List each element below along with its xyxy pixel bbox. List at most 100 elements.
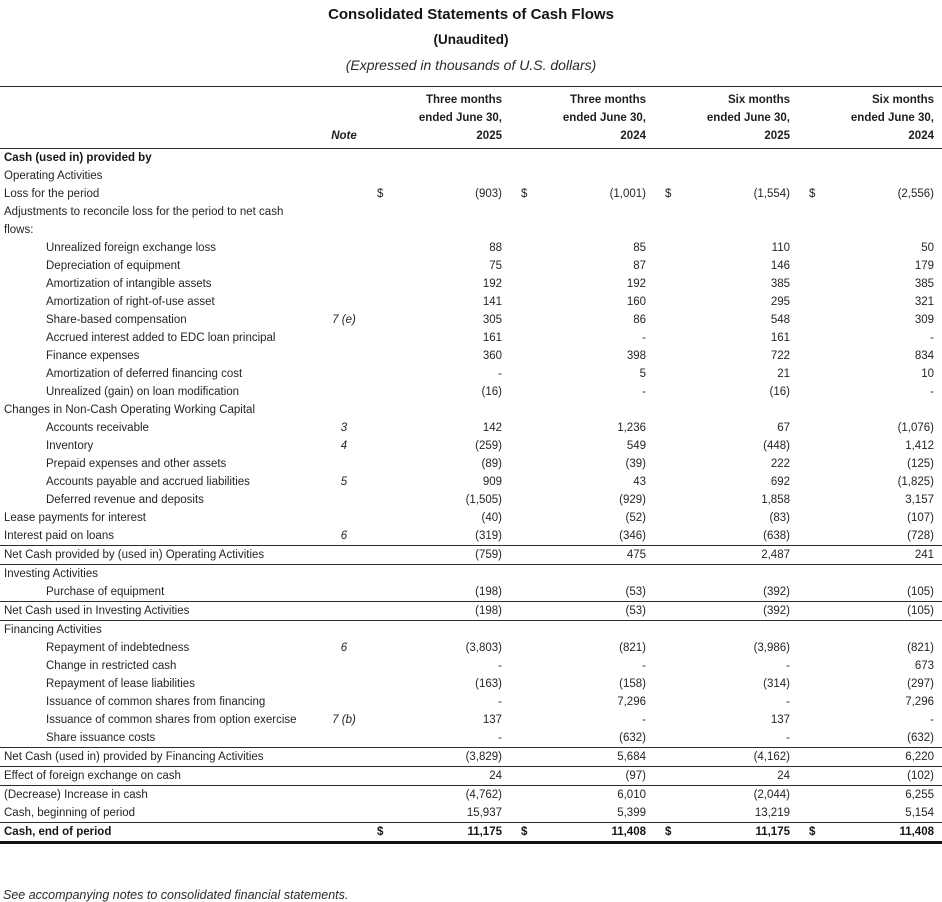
row-label: Share-based compensation: [46, 314, 187, 326]
row-label: Effect of foreign exchange on cash: [0, 766, 322, 786]
value-cell: (632): [824, 729, 942, 748]
table-row: Investing Activities: [0, 565, 942, 584]
period-column-header-h1-2025: Six months ended June 30, 2025: [680, 86, 798, 149]
dollar-sign-cell: [798, 311, 824, 329]
value-cell: (107): [907, 512, 934, 524]
value-cell: 241: [824, 545, 942, 565]
table-row: Repayment of lease liabilities (163) (158)…: [0, 675, 942, 693]
value-cell: [680, 621, 798, 640]
dollar-sign-cell: [654, 203, 680, 221]
dollar-sign-cell: $: [798, 822, 824, 844]
value-cell: (3,986): [753, 642, 790, 654]
dollar-sign-cell: [798, 747, 824, 767]
row-label: Purchase of equipment: [0, 583, 322, 602]
value-cell: (16): [769, 386, 790, 398]
dollar-sign-cell: [510, 437, 536, 455]
value-cell: [536, 167, 654, 185]
row-label: Investing Activities: [4, 568, 98, 580]
dollar-sign-cell: [798, 657, 824, 675]
dollar-sign-cell: [654, 365, 680, 383]
value-cell: 10: [921, 368, 934, 380]
table-row: Adjustments to reconcile loss for the pe…: [0, 203, 942, 221]
dollar-sign-cell: [654, 329, 680, 347]
dollar-sign-cell: [654, 601, 680, 621]
period-column-header-q2-2025: Three months ended June 30, 2025: [392, 86, 510, 149]
note-reference-cell: [322, 203, 366, 221]
table-row: Operating Activities: [0, 167, 942, 185]
dollar-sign-cell: [366, 491, 392, 509]
note-reference-cell: [322, 565, 366, 584]
dollar-sign-cell: [654, 167, 680, 185]
dollar-sign-cell: $: [809, 188, 816, 200]
value-cell: 385: [770, 278, 790, 290]
spacer-header: [654, 86, 680, 149]
dollar-sign-cell: [798, 711, 824, 729]
dollar-sign-cell: [798, 455, 824, 473]
row-label: Repayment of lease liabilities: [46, 678, 195, 690]
value-cell: [536, 221, 654, 239]
row-label: Accounts receivable: [46, 422, 149, 434]
value-cell: -: [680, 729, 798, 748]
dollar-sign-cell: [654, 293, 680, 311]
dollar-sign-cell: [798, 675, 824, 693]
table-body: Cash (used in) provided by Operating Acti…: [0, 149, 942, 844]
value-cell: 475: [536, 545, 654, 565]
dollar-sign-cell: [366, 766, 392, 786]
note-reference-cell: [322, 729, 366, 748]
row-label: Financing Activities: [4, 624, 102, 636]
dollar-sign-cell: $: [665, 188, 672, 200]
row-label: Prepaid expenses and other assets: [46, 458, 227, 470]
dollar-sign-cell: [654, 401, 680, 419]
dollar-sign-cell: [366, 167, 392, 185]
dollar-sign-cell: [798, 203, 824, 221]
dollar-sign-cell: [654, 747, 680, 767]
dollar-sign-cell: [510, 257, 536, 275]
table-row: Net Cash used in Investing Activities (19…: [0, 601, 942, 621]
value-cell: (125): [907, 458, 934, 470]
dollar-sign-cell: [366, 545, 392, 565]
value-cell: 160: [626, 296, 646, 308]
dollar-sign-cell: [654, 583, 680, 602]
dollar-sign-cell: [366, 509, 392, 527]
value-cell: 141: [482, 296, 502, 308]
dollar-sign-cell: [366, 419, 392, 437]
value-cell: (198): [392, 601, 510, 621]
table-row: Issuance of common shares from financing…: [0, 693, 942, 711]
dollar-sign-cell: [798, 275, 824, 293]
table-row: Changes in Non-Cash Operating Working Ca…: [0, 401, 942, 419]
value-cell: 549: [626, 440, 646, 452]
value-cell: 692: [770, 476, 790, 488]
value-cell: [680, 401, 798, 419]
table-row: Cash, end of period $11,175 $11,408 $11,175…: [0, 822, 942, 844]
value-cell: -: [930, 386, 934, 398]
dollar-sign-cell: [654, 804, 680, 823]
value-cell: [392, 167, 510, 185]
dollar-sign-cell: [510, 621, 536, 640]
value-cell: (89): [481, 458, 502, 470]
period-column-header-h1-2024: Six months ended June 30, 2024: [824, 86, 942, 149]
value-cell: (53): [536, 601, 654, 621]
value-cell: 87: [633, 260, 646, 272]
dollar-sign-cell: [366, 804, 392, 823]
table-row: Amortization of deferred financing cost -…: [0, 365, 942, 383]
table-row: Issuance of common shares from option ex…: [0, 711, 942, 729]
dollar-sign-cell: [510, 766, 536, 786]
note-reference-cell: [322, 293, 366, 311]
dollar-sign-cell: [366, 365, 392, 383]
dollar-sign-cell: [510, 383, 536, 401]
dollar-sign-cell: [366, 275, 392, 293]
document-subtitle: (Unaudited): [433, 32, 509, 47]
table-row: Amortization of right-of-use asset 141 160…: [0, 293, 942, 311]
dollar-sign-cell: [366, 786, 392, 805]
value-cell: -: [498, 368, 502, 380]
value-cell: 385: [914, 278, 934, 290]
value-cell: -: [392, 729, 510, 748]
row-label: Lease payments for interest: [4, 512, 146, 524]
dollar-sign-cell: [798, 437, 824, 455]
value-cell: (52): [625, 512, 646, 524]
dollar-sign-cell: [510, 639, 536, 657]
row-label: Change in restricted cash: [46, 660, 177, 672]
value-cell: 50: [921, 242, 934, 254]
dollar-sign-cell: [510, 527, 536, 546]
